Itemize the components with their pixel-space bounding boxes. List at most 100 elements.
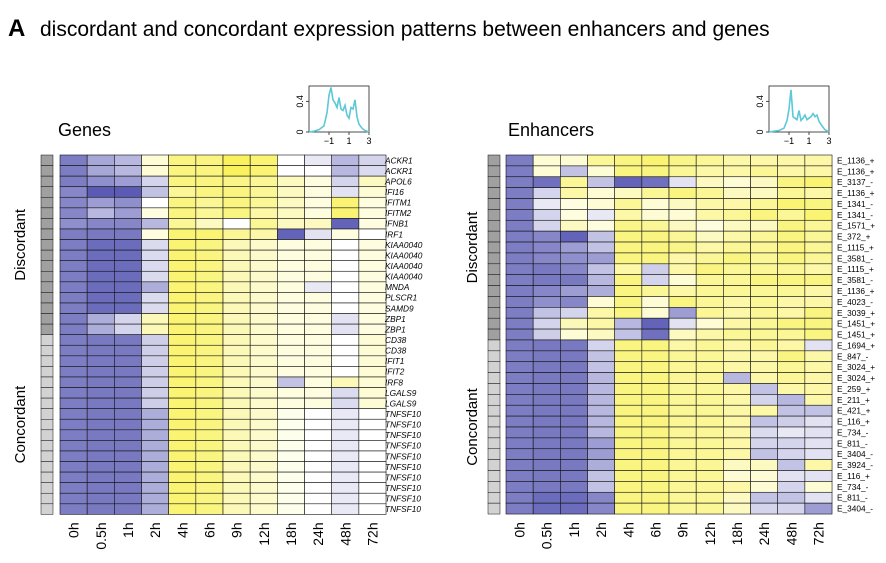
heatmap-cell bbox=[723, 187, 751, 199]
heatmap-cell bbox=[141, 397, 169, 409]
heatmap-cell bbox=[59, 482, 88, 494]
heatmap-cell bbox=[331, 450, 360, 462]
heatmap-cell bbox=[668, 426, 697, 439]
heatmap-cell bbox=[641, 372, 670, 384]
heatmap-cell bbox=[614, 372, 643, 384]
heatmap-cell bbox=[560, 165, 588, 178]
heatmap-cell bbox=[587, 383, 615, 395]
heatmap-cell bbox=[114, 186, 142, 198]
heatmap-cell bbox=[532, 317, 561, 330]
heatmap-cell bbox=[777, 187, 806, 199]
heatmap-cell bbox=[668, 394, 697, 406]
heatmap-cell bbox=[331, 175, 360, 188]
color-key-x-tick-label: 3 bbox=[366, 136, 371, 146]
heatmap-cell bbox=[560, 470, 588, 482]
heatmap-cell bbox=[505, 361, 534, 373]
heatmap-cell bbox=[723, 415, 751, 428]
heatmap-cell bbox=[668, 448, 697, 460]
heatmap-cell bbox=[249, 260, 278, 272]
heatmap-cell bbox=[560, 252, 588, 265]
heatmap-cell bbox=[695, 339, 724, 352]
heatmap-cell bbox=[695, 317, 724, 330]
column-label: 1h bbox=[566, 522, 582, 538]
heatmap-cell bbox=[505, 491, 534, 504]
heatmap-cell bbox=[141, 196, 169, 209]
heatmap-cell bbox=[668, 307, 697, 319]
color-key-frame bbox=[768, 85, 830, 133]
heatmap-cell bbox=[532, 372, 561, 384]
heatmap-cell bbox=[141, 482, 169, 494]
heatmap-cell bbox=[695, 241, 724, 254]
heatmap-cell bbox=[587, 426, 615, 439]
row-label: E_1451_+ bbox=[837, 319, 875, 329]
heatmap-cell bbox=[304, 408, 332, 420]
heatmap-cell bbox=[358, 492, 387, 505]
heatmap-cell bbox=[505, 426, 534, 439]
heatmap-cell bbox=[804, 328, 833, 341]
heatmap-cell bbox=[59, 355, 88, 367]
heatmap-cell bbox=[723, 317, 751, 330]
heatmap-cell bbox=[560, 285, 588, 297]
heatmap-cell bbox=[277, 471, 305, 483]
heatmap-cell bbox=[168, 450, 197, 462]
heatmap-cell bbox=[587, 198, 615, 210]
heatmap-cell bbox=[532, 437, 561, 450]
heatmap-cell bbox=[168, 292, 197, 304]
heatmap-cell bbox=[614, 459, 643, 471]
heatmap-cell bbox=[277, 313, 305, 325]
heatmap-cell bbox=[86, 408, 115, 420]
heatmap-cell bbox=[532, 491, 561, 504]
heatmap-cell bbox=[641, 415, 670, 428]
heatmap-cell bbox=[195, 376, 224, 388]
heatmap-cell bbox=[560, 437, 588, 450]
heatmap-cell bbox=[168, 344, 197, 357]
heatmap-cell bbox=[277, 503, 305, 515]
heatmap-cell bbox=[614, 502, 643, 515]
heatmap-cell bbox=[277, 440, 305, 452]
heatmap-cell bbox=[59, 344, 88, 357]
group-cell-concordant bbox=[40, 387, 54, 399]
heatmap-cell bbox=[641, 219, 670, 232]
heatmap-cell bbox=[723, 252, 751, 265]
group-label-concordant: Concordant bbox=[464, 387, 481, 465]
heatmap-cell bbox=[505, 241, 534, 254]
heatmap-cell bbox=[777, 296, 806, 308]
heatmap-cell bbox=[114, 355, 142, 367]
heatmap-cell bbox=[195, 355, 224, 367]
heatmap-cell bbox=[777, 263, 806, 275]
heatmap-cell bbox=[331, 440, 360, 452]
heatmap-cell bbox=[750, 470, 779, 482]
heatmap-cell bbox=[695, 296, 724, 308]
row-label: TNFSF10 bbox=[385, 504, 421, 514]
heatmap-cell bbox=[141, 440, 169, 452]
heatmap-cell bbox=[222, 344, 251, 357]
heatmap-cell bbox=[668, 350, 697, 363]
heatmap-cell bbox=[723, 176, 751, 188]
heatmap-cell bbox=[668, 415, 697, 428]
heatmap-cell bbox=[723, 307, 751, 319]
heatmap-cell bbox=[723, 502, 751, 515]
heatmap-cell bbox=[804, 165, 833, 178]
heatmap-cell bbox=[59, 292, 88, 304]
column-label: 1h bbox=[120, 522, 136, 538]
heatmap-cell bbox=[222, 366, 251, 378]
row-label: E_811_- bbox=[837, 493, 868, 503]
heatmap-cell bbox=[331, 397, 360, 409]
heatmap-cell bbox=[641, 165, 670, 178]
group-sidebar bbox=[487, 154, 501, 515]
heatmap-cell bbox=[532, 165, 561, 178]
heatmap-cell bbox=[304, 292, 332, 304]
heatmap-cell bbox=[195, 461, 224, 473]
heatmap-cell bbox=[86, 482, 115, 494]
heatmap-cell bbox=[59, 440, 88, 452]
row-label: E_3024_+ bbox=[837, 373, 875, 383]
heatmap-cell bbox=[86, 344, 115, 357]
heatmap-cell bbox=[560, 274, 588, 286]
heatmap-cell bbox=[668, 361, 697, 373]
heatmap-cell bbox=[358, 239, 387, 251]
heatmap-cell bbox=[331, 376, 360, 388]
heatmap-cell bbox=[195, 249, 224, 262]
heatmap-cell bbox=[750, 241, 779, 254]
heatmap-cell bbox=[587, 307, 615, 319]
heatmap-cell bbox=[222, 270, 251, 283]
